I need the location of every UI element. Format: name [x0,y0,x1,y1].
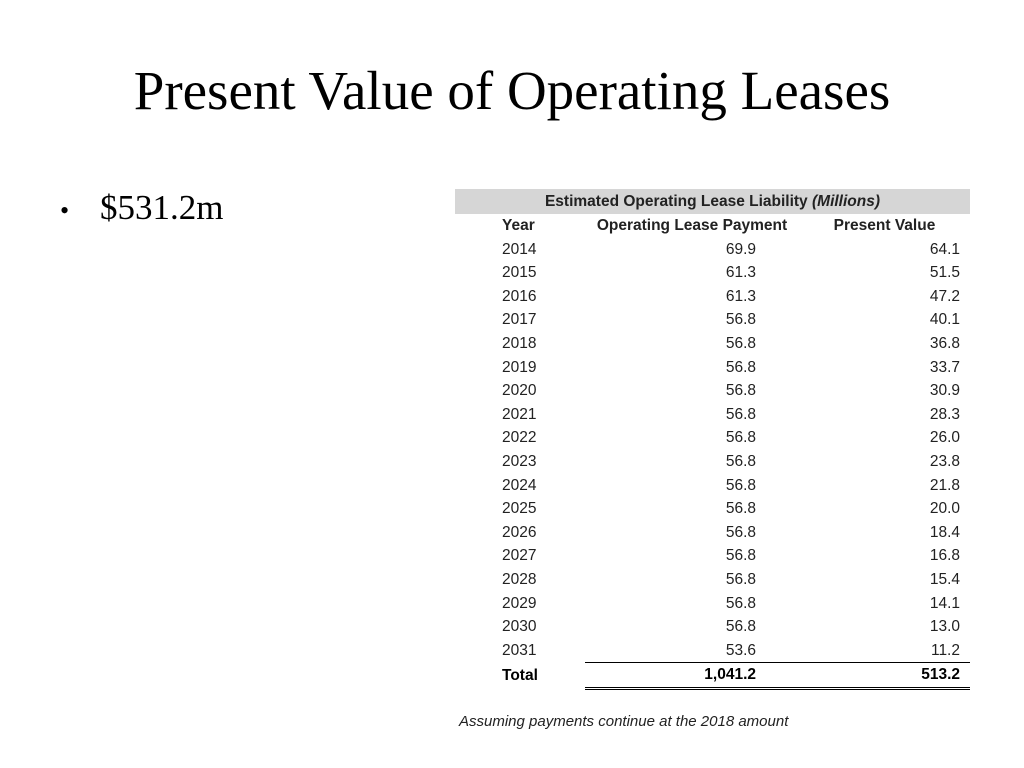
payment-cell: 56.8 [725,500,756,518]
bullet-list: • $531.2m [60,188,223,228]
table-row: 2015 61.3 51.5 [455,261,970,285]
table-row: 2019 56.8 33.7 [455,356,970,380]
payment-cell: 56.8 [725,334,756,352]
year-cell: 2026 [502,523,537,541]
present-value-cell: 15.4 [929,570,960,588]
column-header-present-value: Present Value [833,217,936,234]
table-row: 2030 56.8 13.0 [455,615,970,639]
payment-cell: 61.3 [725,264,756,282]
year-cell: 2029 [502,594,537,612]
present-value-cell: 20.0 [929,500,960,518]
present-value-cell: 21.8 [929,476,960,494]
present-value-cell: 13.0 [929,618,960,636]
present-value-cell: 14.1 [929,594,960,612]
year-cell: 2018 [502,334,537,352]
payment-cell: 56.8 [725,594,756,612]
year-cell: 2024 [502,476,537,494]
payment-cell: 56.8 [725,547,756,565]
table-row: 2020 56.8 30.9 [455,379,970,403]
table-row: 2026 56.8 18.4 [455,521,970,545]
lease-liability-table: Estimated Operating Lease Liability (Mil… [455,189,970,690]
year-cell: 2023 [502,452,537,470]
payment-cell: 56.8 [725,382,756,400]
year-cell: 2030 [502,618,537,636]
table-row: 2018 56.8 36.8 [455,332,970,356]
payment-cell: 56.8 [725,429,756,447]
payment-cell: 53.6 [725,641,756,659]
column-header-year: Year [502,217,535,234]
present-value-cell: 23.8 [929,452,960,470]
year-cell: 2020 [502,382,537,400]
payment-cell: 56.8 [725,570,756,588]
total-present-value: 513.2 [799,662,970,690]
total-payment: 1,041.2 [585,662,799,690]
column-header-payment: Operating Lease Payment [596,217,788,234]
table-caption-text: Estimated Operating Lease Liability [544,193,808,210]
present-value-cell: 64.1 [929,240,960,258]
year-cell: 2025 [502,500,537,518]
assumption-note: Assuming payments continue at the 2018 a… [459,713,789,730]
slide-title: Present Value of Operating Leases [133,60,891,121]
year-cell: 2027 [502,547,537,565]
payment-cell: 56.8 [725,476,756,494]
table-row: 2016 61.3 47.2 [455,285,970,309]
present-value-cell: 51.5 [929,264,960,282]
table-row: 2031 53.6 11.2 [455,639,970,663]
bullet-item: • $531.2m [60,188,223,228]
present-value-cell: 11.2 [930,641,960,659]
payment-cell: 69.9 [725,240,756,258]
payment-cell: 56.8 [725,405,756,423]
table-header-row: Year Operating Lease Payment Present Val… [455,214,970,238]
present-value-cell: 40.1 [929,311,960,329]
bullet-text: $531.2m [100,188,224,227]
year-cell: 2021 [502,405,537,423]
year-cell: 2022 [502,429,537,447]
present-value-cell: 36.8 [929,334,960,352]
year-cell: 2016 [502,287,537,305]
present-value-cell: 47.2 [929,287,960,305]
total-label: Total [502,666,538,684]
table-caption-row: Estimated Operating Lease Liability (Mil… [455,189,970,214]
table-row: 2028 56.8 15.4 [455,568,970,592]
table-body: 2014 69.9 64.1 2015 61.3 51.5 2016 61.3 47.2 2017… [455,238,970,690]
table-row: 2024 56.8 21.8 [455,474,970,498]
payment-cell: 56.8 [725,311,756,329]
present-value-cell: 26.0 [929,429,960,447]
payment-cell: 56.8 [725,523,756,541]
payment-cell: 61.3 [725,287,756,305]
payment-cell: 56.8 [725,618,756,636]
table-row: 2017 56.8 40.1 [455,308,970,332]
year-cell: 2015 [502,264,537,282]
present-value-cell: 33.7 [929,358,960,376]
year-cell: 2014 [502,240,537,258]
present-value-cell: 16.8 [929,547,960,565]
present-value-cell: 18.4 [929,523,960,541]
table-row: 2025 56.8 20.0 [455,497,970,521]
year-cell: 2031 [502,641,537,659]
table-total-row: Total 1,041.2 513.2 [455,662,970,690]
table-row: 2023 56.8 23.8 [455,450,970,474]
year-cell: 2019 [502,358,537,376]
bullet-marker: • [60,196,70,225]
payment-cell: 56.8 [725,452,756,470]
table-caption-units: (Millions) [812,193,881,210]
payment-cell: 56.8 [725,358,756,376]
table-row: 2022 56.8 26.0 [455,426,970,450]
table-caption: Estimated Operating Lease Liability (Mil… [455,189,970,214]
year-cell: 2028 [502,570,537,588]
present-value-cell: 30.9 [929,382,960,400]
year-cell: 2017 [502,311,537,329]
table-row: 2021 56.8 28.3 [455,403,970,427]
present-value-cell: 28.3 [929,405,960,423]
table-row: 2014 69.9 64.1 [455,238,970,262]
table-row: 2029 56.8 14.1 [455,592,970,616]
table-row: 2027 56.8 16.8 [455,544,970,568]
